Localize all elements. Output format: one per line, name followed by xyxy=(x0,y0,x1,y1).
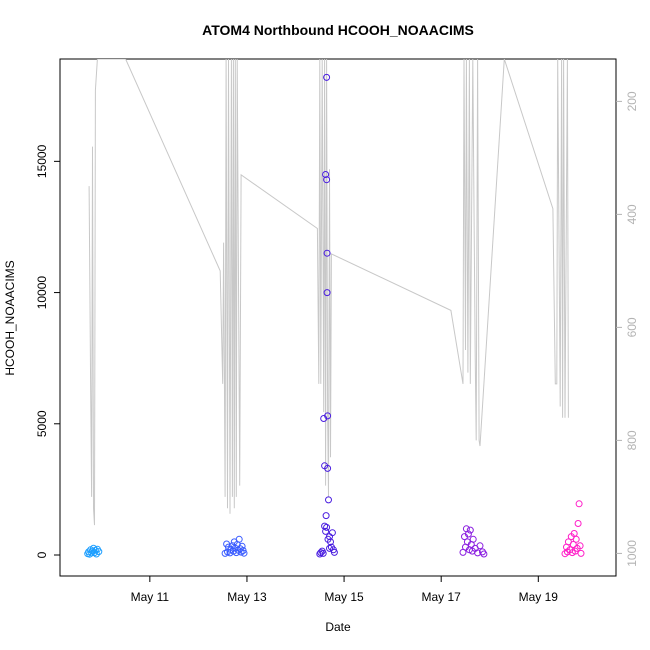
data-point xyxy=(321,522,329,530)
x-axis-label: Date xyxy=(325,620,351,634)
plot-frame xyxy=(59,58,617,577)
data-point xyxy=(323,289,331,297)
data-point xyxy=(323,176,331,184)
x-tick-label: May 19 xyxy=(519,590,559,604)
y-tick-label: 5000 xyxy=(35,410,49,437)
data-point xyxy=(322,512,330,520)
data-point xyxy=(575,500,583,508)
data-point xyxy=(325,496,332,504)
data-point xyxy=(322,171,330,178)
data-point xyxy=(577,549,585,557)
points-layer xyxy=(84,73,585,558)
y-axis-label: HCOOH_NOAACIMS xyxy=(3,260,17,375)
data-point xyxy=(240,549,248,557)
right-tick-label: 800 xyxy=(625,430,639,450)
chart-title: ATOM4 Northbound HCOOH_NOAACIMS xyxy=(202,22,474,38)
y-tick-label: 15000 xyxy=(35,144,49,178)
data-point xyxy=(476,542,484,550)
data-point xyxy=(238,542,246,550)
y-tick-label: 0 xyxy=(35,551,49,558)
altitude-line xyxy=(88,59,569,526)
data-point xyxy=(90,544,97,552)
y-tick-label: 10000 xyxy=(35,276,49,310)
data-point xyxy=(235,535,243,543)
data-point xyxy=(330,548,338,556)
data-point xyxy=(480,550,488,558)
data-point xyxy=(469,535,477,543)
data-point xyxy=(572,535,580,543)
right-tick-label: 1000 xyxy=(625,540,639,567)
x-tick-label: May 13 xyxy=(227,590,267,604)
x-tick-label: May 15 xyxy=(324,590,364,604)
data-point xyxy=(323,249,331,257)
data-point xyxy=(324,464,332,472)
right-tick-label: 400 xyxy=(625,204,639,224)
data-point xyxy=(95,548,103,556)
data-point xyxy=(576,542,584,550)
data-point xyxy=(323,523,331,531)
y-axis: 0 5000 10000 15000 xyxy=(35,144,60,558)
data-point xyxy=(328,529,336,537)
data-point xyxy=(232,549,240,557)
x-tick-label: May 17 xyxy=(422,590,462,604)
data-point xyxy=(569,541,577,548)
altitude-line-layer xyxy=(88,59,569,526)
data-point xyxy=(319,549,327,557)
data-point xyxy=(466,526,474,534)
data-point xyxy=(323,73,331,81)
right-tick-label: 600 xyxy=(625,317,639,337)
data-point xyxy=(324,412,332,420)
data-point xyxy=(324,535,332,543)
data-point xyxy=(92,550,100,558)
data-point xyxy=(464,530,472,538)
right-axis: 200 400 600 800 1000 xyxy=(616,91,639,567)
right-tick-label: 200 xyxy=(625,91,639,111)
data-point xyxy=(574,520,582,527)
x-tick-label: May 11 xyxy=(131,590,170,604)
data-point xyxy=(322,527,330,535)
x-axis: May 11 May 13 May 15 May 17 May 19 xyxy=(131,576,559,604)
data-point xyxy=(326,544,333,552)
